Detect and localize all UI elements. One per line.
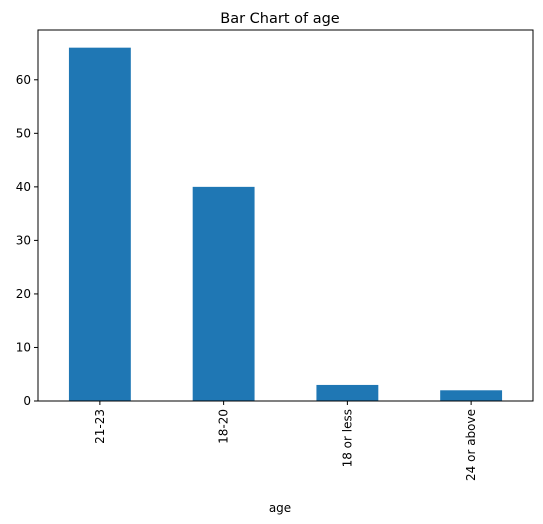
plot-frame (37, 29, 534, 402)
y-tick-label: 50 (16, 126, 31, 140)
bar-3 (440, 390, 503, 401)
x-tick-label: 18-20 (217, 409, 231, 444)
bar-2 (316, 384, 379, 401)
bars-group (68, 47, 503, 402)
bar-1 (192, 186, 255, 401)
x-tick-label: 24 or above (464, 409, 478, 481)
bar-0 (68, 47, 131, 402)
chart-title: Bar Chart of age (220, 11, 340, 27)
y-axis: 0 10 20 30 40 50 60 (16, 73, 38, 408)
x-axis: 21-23 18-20 18 or less 24 or above (93, 401, 478, 481)
x-tick-label: 18 or less (340, 409, 354, 467)
y-tick-label: 60 (16, 73, 31, 87)
y-tick-label: 40 (16, 180, 31, 194)
y-tick-label: 0 (23, 394, 31, 408)
x-tick-label: 21-23 (93, 409, 107, 444)
y-tick-label: 20 (16, 287, 31, 301)
y-tick-label: 10 (16, 340, 31, 354)
y-tick-label: 30 (16, 233, 31, 247)
x-axis-label: age (269, 501, 291, 515)
